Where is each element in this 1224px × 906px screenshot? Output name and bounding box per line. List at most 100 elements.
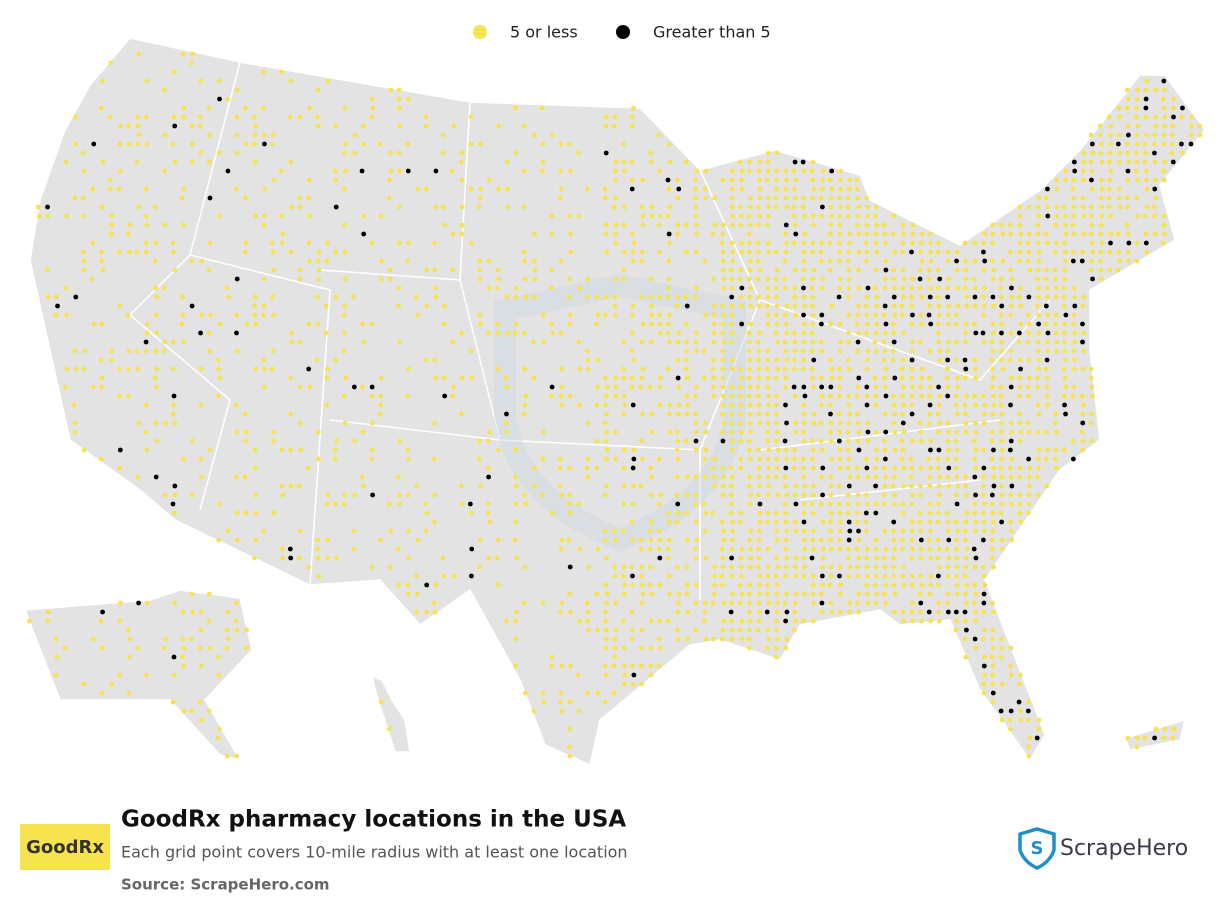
map-dot bbox=[829, 168, 835, 174]
map-dot bbox=[1018, 717, 1024, 723]
map-dot bbox=[917, 267, 923, 273]
legend-label: 5 or less bbox=[510, 23, 578, 42]
map-dot bbox=[143, 429, 149, 435]
map-dot bbox=[1080, 438, 1086, 444]
map-dot bbox=[846, 546, 852, 552]
map-dot bbox=[1034, 303, 1040, 309]
map-dot bbox=[810, 375, 816, 381]
map-dot bbox=[936, 501, 941, 507]
map-dot bbox=[819, 573, 825, 579]
map-dot bbox=[594, 402, 600, 408]
map-dot bbox=[1161, 177, 1167, 183]
map-dot bbox=[747, 618, 753, 624]
map-dot bbox=[666, 240, 672, 246]
map-dot bbox=[935, 249, 941, 255]
map-dot bbox=[1025, 420, 1031, 426]
map-dot bbox=[370, 564, 375, 570]
map-dot bbox=[964, 393, 969, 399]
map-dot bbox=[1044, 357, 1050, 363]
map-dot bbox=[602, 528, 608, 534]
map-dot bbox=[306, 177, 312, 183]
map-dot bbox=[963, 330, 968, 336]
map-dot bbox=[793, 591, 799, 597]
map-dot bbox=[621, 645, 627, 651]
map-dot bbox=[567, 744, 572, 750]
map-dot bbox=[883, 474, 888, 480]
map-dot bbox=[99, 249, 105, 255]
map-dot bbox=[757, 420, 763, 426]
map-dot bbox=[226, 294, 232, 300]
map-dot bbox=[1053, 447, 1059, 453]
map-dot bbox=[756, 411, 762, 417]
map-dot bbox=[872, 375, 878, 381]
map-dot bbox=[810, 573, 816, 579]
map-dot bbox=[667, 402, 673, 408]
map-dot bbox=[721, 528, 726, 534]
map-dot bbox=[676, 330, 682, 336]
map-dot bbox=[694, 204, 699, 210]
map-dot bbox=[495, 330, 501, 336]
map-dot bbox=[865, 600, 871, 606]
map-dot bbox=[991, 483, 997, 489]
map-dot bbox=[333, 249, 339, 255]
map-dot bbox=[774, 357, 780, 363]
map-dot bbox=[918, 546, 924, 552]
map-dot bbox=[604, 384, 610, 390]
map-dot bbox=[522, 366, 527, 372]
map-dot bbox=[720, 366, 726, 372]
map-dot bbox=[774, 474, 779, 480]
map-dot bbox=[774, 204, 779, 210]
map-dot bbox=[514, 321, 519, 327]
map-dot bbox=[612, 177, 618, 183]
map-dot bbox=[792, 564, 798, 570]
map-dot bbox=[629, 159, 635, 165]
map-dot bbox=[640, 366, 646, 372]
map-dot bbox=[622, 204, 628, 210]
map-dot bbox=[864, 258, 869, 264]
map-dot bbox=[827, 582, 833, 588]
map-dot bbox=[629, 375, 635, 381]
map-dot bbox=[900, 249, 906, 255]
map-dot bbox=[962, 618, 968, 624]
map-dot bbox=[792, 285, 798, 291]
map-dot bbox=[791, 627, 797, 633]
map-dot bbox=[224, 285, 230, 291]
map-dot bbox=[765, 213, 771, 219]
map-dot bbox=[998, 384, 1004, 390]
map-dot bbox=[485, 438, 491, 444]
map-dot bbox=[899, 375, 905, 381]
map-dot bbox=[206, 267, 212, 273]
map-dot bbox=[595, 546, 601, 552]
map-dot bbox=[838, 204, 844, 210]
map-dot bbox=[306, 366, 312, 372]
map-dot bbox=[1072, 366, 1077, 372]
map-dot bbox=[504, 411, 509, 417]
map-dot bbox=[720, 357, 726, 363]
map-dot bbox=[801, 474, 806, 480]
map-dot bbox=[827, 258, 833, 264]
map-dot bbox=[828, 393, 834, 399]
map-dot bbox=[739, 618, 745, 624]
map-dot bbox=[982, 654, 988, 660]
map-dot bbox=[917, 519, 923, 525]
map-dot bbox=[224, 753, 230, 759]
map-dot bbox=[568, 663, 573, 669]
map-dot bbox=[215, 735, 221, 741]
map-dot bbox=[765, 492, 771, 498]
map-dot bbox=[62, 645, 68, 651]
map-dot bbox=[872, 285, 878, 291]
map-dot bbox=[728, 492, 734, 498]
map-dot bbox=[558, 141, 564, 147]
map-dot bbox=[774, 420, 780, 426]
map-dot bbox=[1189, 123, 1194, 129]
map-dot bbox=[351, 528, 357, 534]
map-dot bbox=[693, 339, 699, 345]
map-dot bbox=[964, 600, 969, 606]
map-dot bbox=[999, 456, 1005, 462]
map-dot bbox=[612, 123, 617, 129]
map-dot bbox=[370, 420, 375, 426]
map-dot bbox=[180, 636, 186, 642]
map-dot bbox=[125, 231, 131, 237]
map-dot bbox=[955, 528, 960, 534]
map-dot bbox=[1054, 429, 1059, 435]
